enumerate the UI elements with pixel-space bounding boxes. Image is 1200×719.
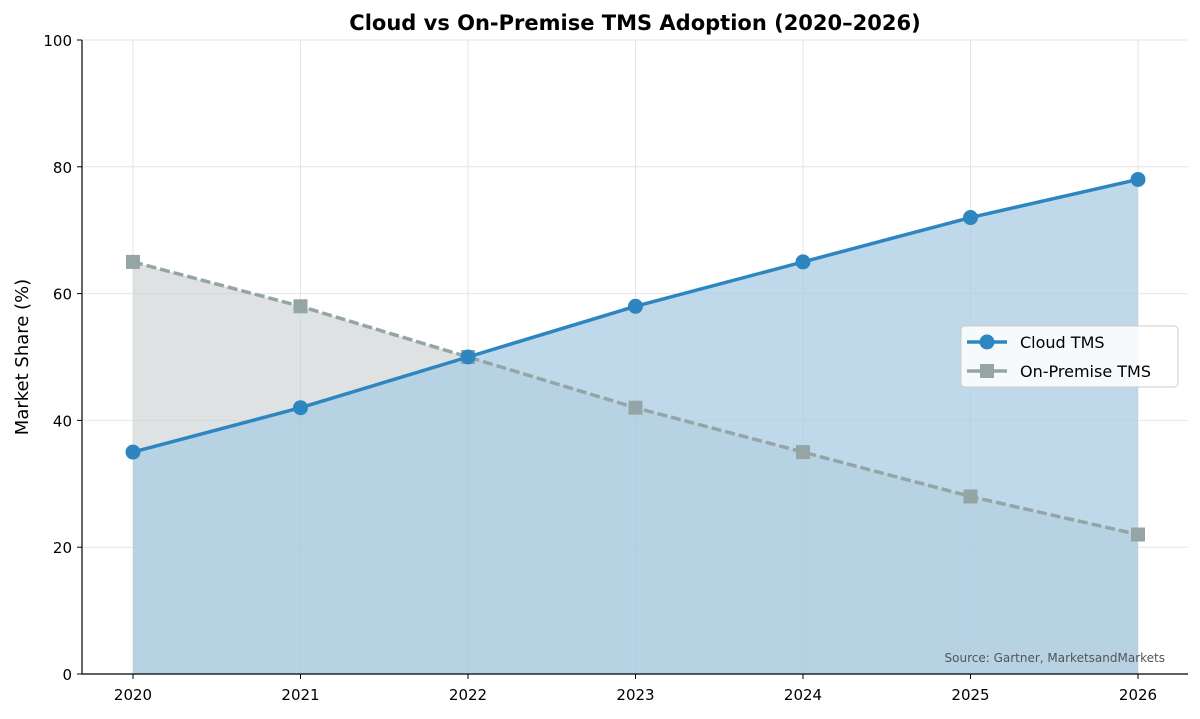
data-point-cloud [125,444,141,460]
legend-marker-square [980,364,994,378]
y-tick-label: 40 [53,412,72,430]
data-point-cloud [963,210,978,226]
x-tick-label: 2026 [1119,686,1157,704]
x-tick-label: 2020 [114,686,152,704]
data-point-on-premise [293,299,308,314]
legend: Cloud TMS On-Premise TMS [960,325,1179,388]
source-annotation: Source: Gartner, MarketsandMarkets [945,651,1166,665]
x-tick-label: 2024 [784,686,822,704]
data-point-on-premise [126,254,140,269]
chart-title: Cloud vs On-Premise TMS Adoption (2020–2… [349,11,920,35]
data-point-on-premise [963,489,978,504]
legend-marker-circle [979,334,995,350]
data-point-on-premise [796,445,810,460]
data-point-cloud [1130,171,1146,187]
legend-label: On-Premise TMS [1020,362,1151,381]
data-point-on-premise [1131,527,1145,542]
legend-label: Cloud TMS [1020,333,1105,352]
x-tick-label: 2021 [281,686,319,704]
y-tick-label: 0 [62,666,72,684]
x-tick-label: 2025 [951,686,989,704]
area-fill-cloud [133,179,1138,675]
y-axis-label: Market Share (%) [12,279,33,435]
y-tick-label: 80 [53,159,72,177]
y-tick-label: 20 [53,539,72,557]
y-tick-label: 60 [53,286,72,304]
x-tick-label: 2023 [616,686,654,704]
legend-box [960,325,1179,388]
y-tick-label: 100 [43,32,72,50]
x-tick-label: 2022 [449,686,487,704]
data-point-cloud [293,400,308,416]
data-point-cloud [460,349,476,365]
data-point-cloud [628,298,643,314]
data-point-cloud [795,254,811,270]
data-point-on-premise [628,400,643,415]
